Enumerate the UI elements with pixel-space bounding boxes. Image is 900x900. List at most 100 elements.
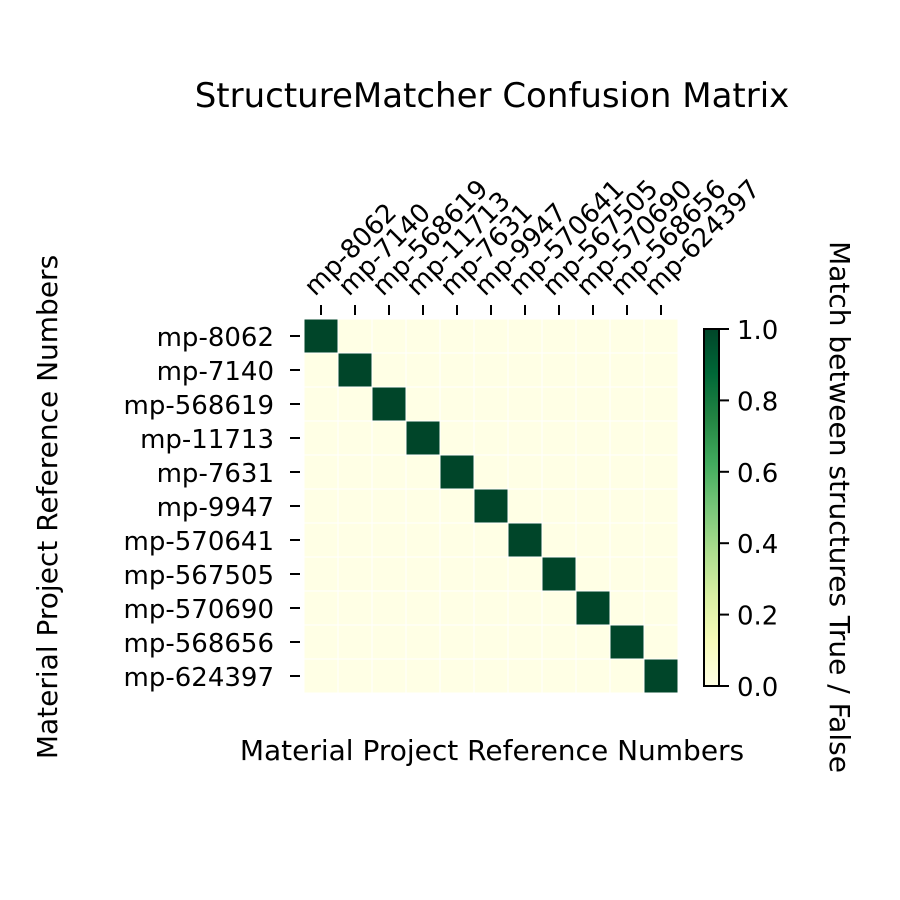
heatmap-cell — [337, 420, 373, 456]
heatmap-cell — [371, 318, 407, 354]
heatmap-cell — [405, 590, 441, 626]
heatmap-cell — [405, 352, 441, 388]
heatmap-cell — [405, 556, 441, 592]
heatmap-cell — [439, 522, 475, 558]
heatmap-cell — [507, 454, 543, 490]
heatmap-cell — [541, 386, 577, 422]
heatmap-cell — [303, 454, 339, 490]
heatmap-cell — [541, 556, 577, 592]
heatmap-cell — [643, 522, 679, 558]
heatmap-cell — [303, 420, 339, 456]
heatmap-cell — [337, 386, 373, 422]
heatmap-cell — [507, 624, 543, 660]
heatmap-cell — [541, 318, 577, 354]
heatmap-cell — [439, 556, 475, 592]
colorbar-tick-label: 0.2 — [737, 602, 778, 632]
heatmap-cell — [303, 386, 339, 422]
heatmap-cell — [575, 590, 611, 626]
heatmap-cell — [371, 386, 407, 422]
heatmap-cell — [541, 522, 577, 558]
colorbar-tick-label: 0.6 — [737, 459, 778, 489]
heatmap-cell — [541, 658, 577, 694]
heatmap-cell — [439, 590, 475, 626]
heatmap-cell — [303, 658, 339, 694]
heatmap-cell — [541, 590, 577, 626]
heatmap-cell — [609, 488, 645, 524]
heatmap-cell — [643, 658, 679, 694]
heatmap-cell — [473, 658, 509, 694]
y-axis-label: Material Project Reference Numbers — [31, 255, 64, 759]
heatmap-cell — [473, 318, 509, 354]
heatmap-cell — [337, 658, 373, 694]
heatmap-cell — [473, 624, 509, 660]
heatmap-cell — [439, 386, 475, 422]
y-tick-label: mp-11713 — [140, 425, 274, 455]
heatmap-cell — [507, 590, 543, 626]
y-tick-label: mp-568656 — [124, 629, 274, 659]
heatmap-cell — [575, 556, 611, 592]
heatmap-cell — [541, 624, 577, 660]
heatmap-cell — [303, 590, 339, 626]
heatmap-cell — [371, 488, 407, 524]
heatmap-cell — [575, 420, 611, 456]
y-tick-label: mp-9947 — [157, 493, 274, 523]
heatmap-cell — [575, 352, 611, 388]
heatmap-cell — [405, 488, 441, 524]
heatmap-cell — [643, 420, 679, 456]
y-tick-label: mp-570641 — [124, 527, 274, 557]
heatmap-cell — [439, 658, 475, 694]
heatmap-cell — [609, 624, 645, 660]
heatmap-cell — [473, 420, 509, 456]
heatmap-cell — [473, 454, 509, 490]
heatmap-cell — [643, 454, 679, 490]
heatmap-cell — [371, 454, 407, 490]
heatmap-cell — [439, 352, 475, 388]
heatmap-cell — [439, 624, 475, 660]
colorbar-tick-group: 0.0 0.2 0.4 0.6 0.8 1.0 — [719, 316, 778, 703]
heatmap-cell — [507, 318, 543, 354]
heatmap-cell — [575, 624, 611, 660]
heatmap-cell — [473, 488, 509, 524]
heatmap-cell — [609, 522, 645, 558]
heatmap-cell — [473, 352, 509, 388]
heatmap-cell — [643, 318, 679, 354]
y-tick-label: mp-7631 — [157, 459, 274, 489]
heatmap-cell — [337, 454, 373, 490]
heatmap-cell — [473, 590, 509, 626]
colorbar: 0.0 0.2 0.4 0.6 0.8 1.0 — [703, 316, 778, 703]
heatmap-cell — [643, 386, 679, 422]
heatmap-cell — [609, 556, 645, 592]
heatmap-cell — [337, 556, 373, 592]
heatmap-cell — [575, 386, 611, 422]
heatmap-cell — [643, 352, 679, 388]
y-tick-group: mp-8062 mp-7140 mp-568619 mp-11713 mp-7631 mp… — [124, 323, 300, 693]
heatmap-cell — [337, 522, 373, 558]
heatmap-cell — [303, 556, 339, 592]
heatmap-cell — [643, 556, 679, 592]
heatmap-cell — [541, 420, 577, 456]
heatmap-cell — [405, 658, 441, 694]
heatmap-cell — [507, 420, 543, 456]
heatmap-cell — [507, 352, 543, 388]
heatmap-cell — [609, 386, 645, 422]
heatmap-cell — [473, 386, 509, 422]
y-tick-label: mp-567505 — [124, 561, 274, 591]
heatmap-cell — [507, 658, 543, 694]
y-tick-label: mp-624397 — [124, 663, 274, 693]
heatmap-cell — [337, 488, 373, 524]
heatmap-cell — [575, 522, 611, 558]
heatmap-cell — [439, 420, 475, 456]
heatmap-cell — [609, 420, 645, 456]
colorbar-tick-label: 0.8 — [737, 387, 778, 417]
heatmap-cell — [303, 624, 339, 660]
heatmap-cell — [439, 488, 475, 524]
colorbar-gradient — [703, 328, 720, 687]
heatmap-cell — [303, 352, 339, 388]
heatmap-cell — [473, 522, 509, 558]
heatmap-cell — [337, 352, 373, 388]
heatmap-cell — [303, 318, 339, 354]
y-tick-label: mp-8062 — [157, 323, 274, 353]
heatmap-cell — [643, 488, 679, 524]
heatmap-cell — [337, 590, 373, 626]
heatmap-cell — [303, 488, 339, 524]
